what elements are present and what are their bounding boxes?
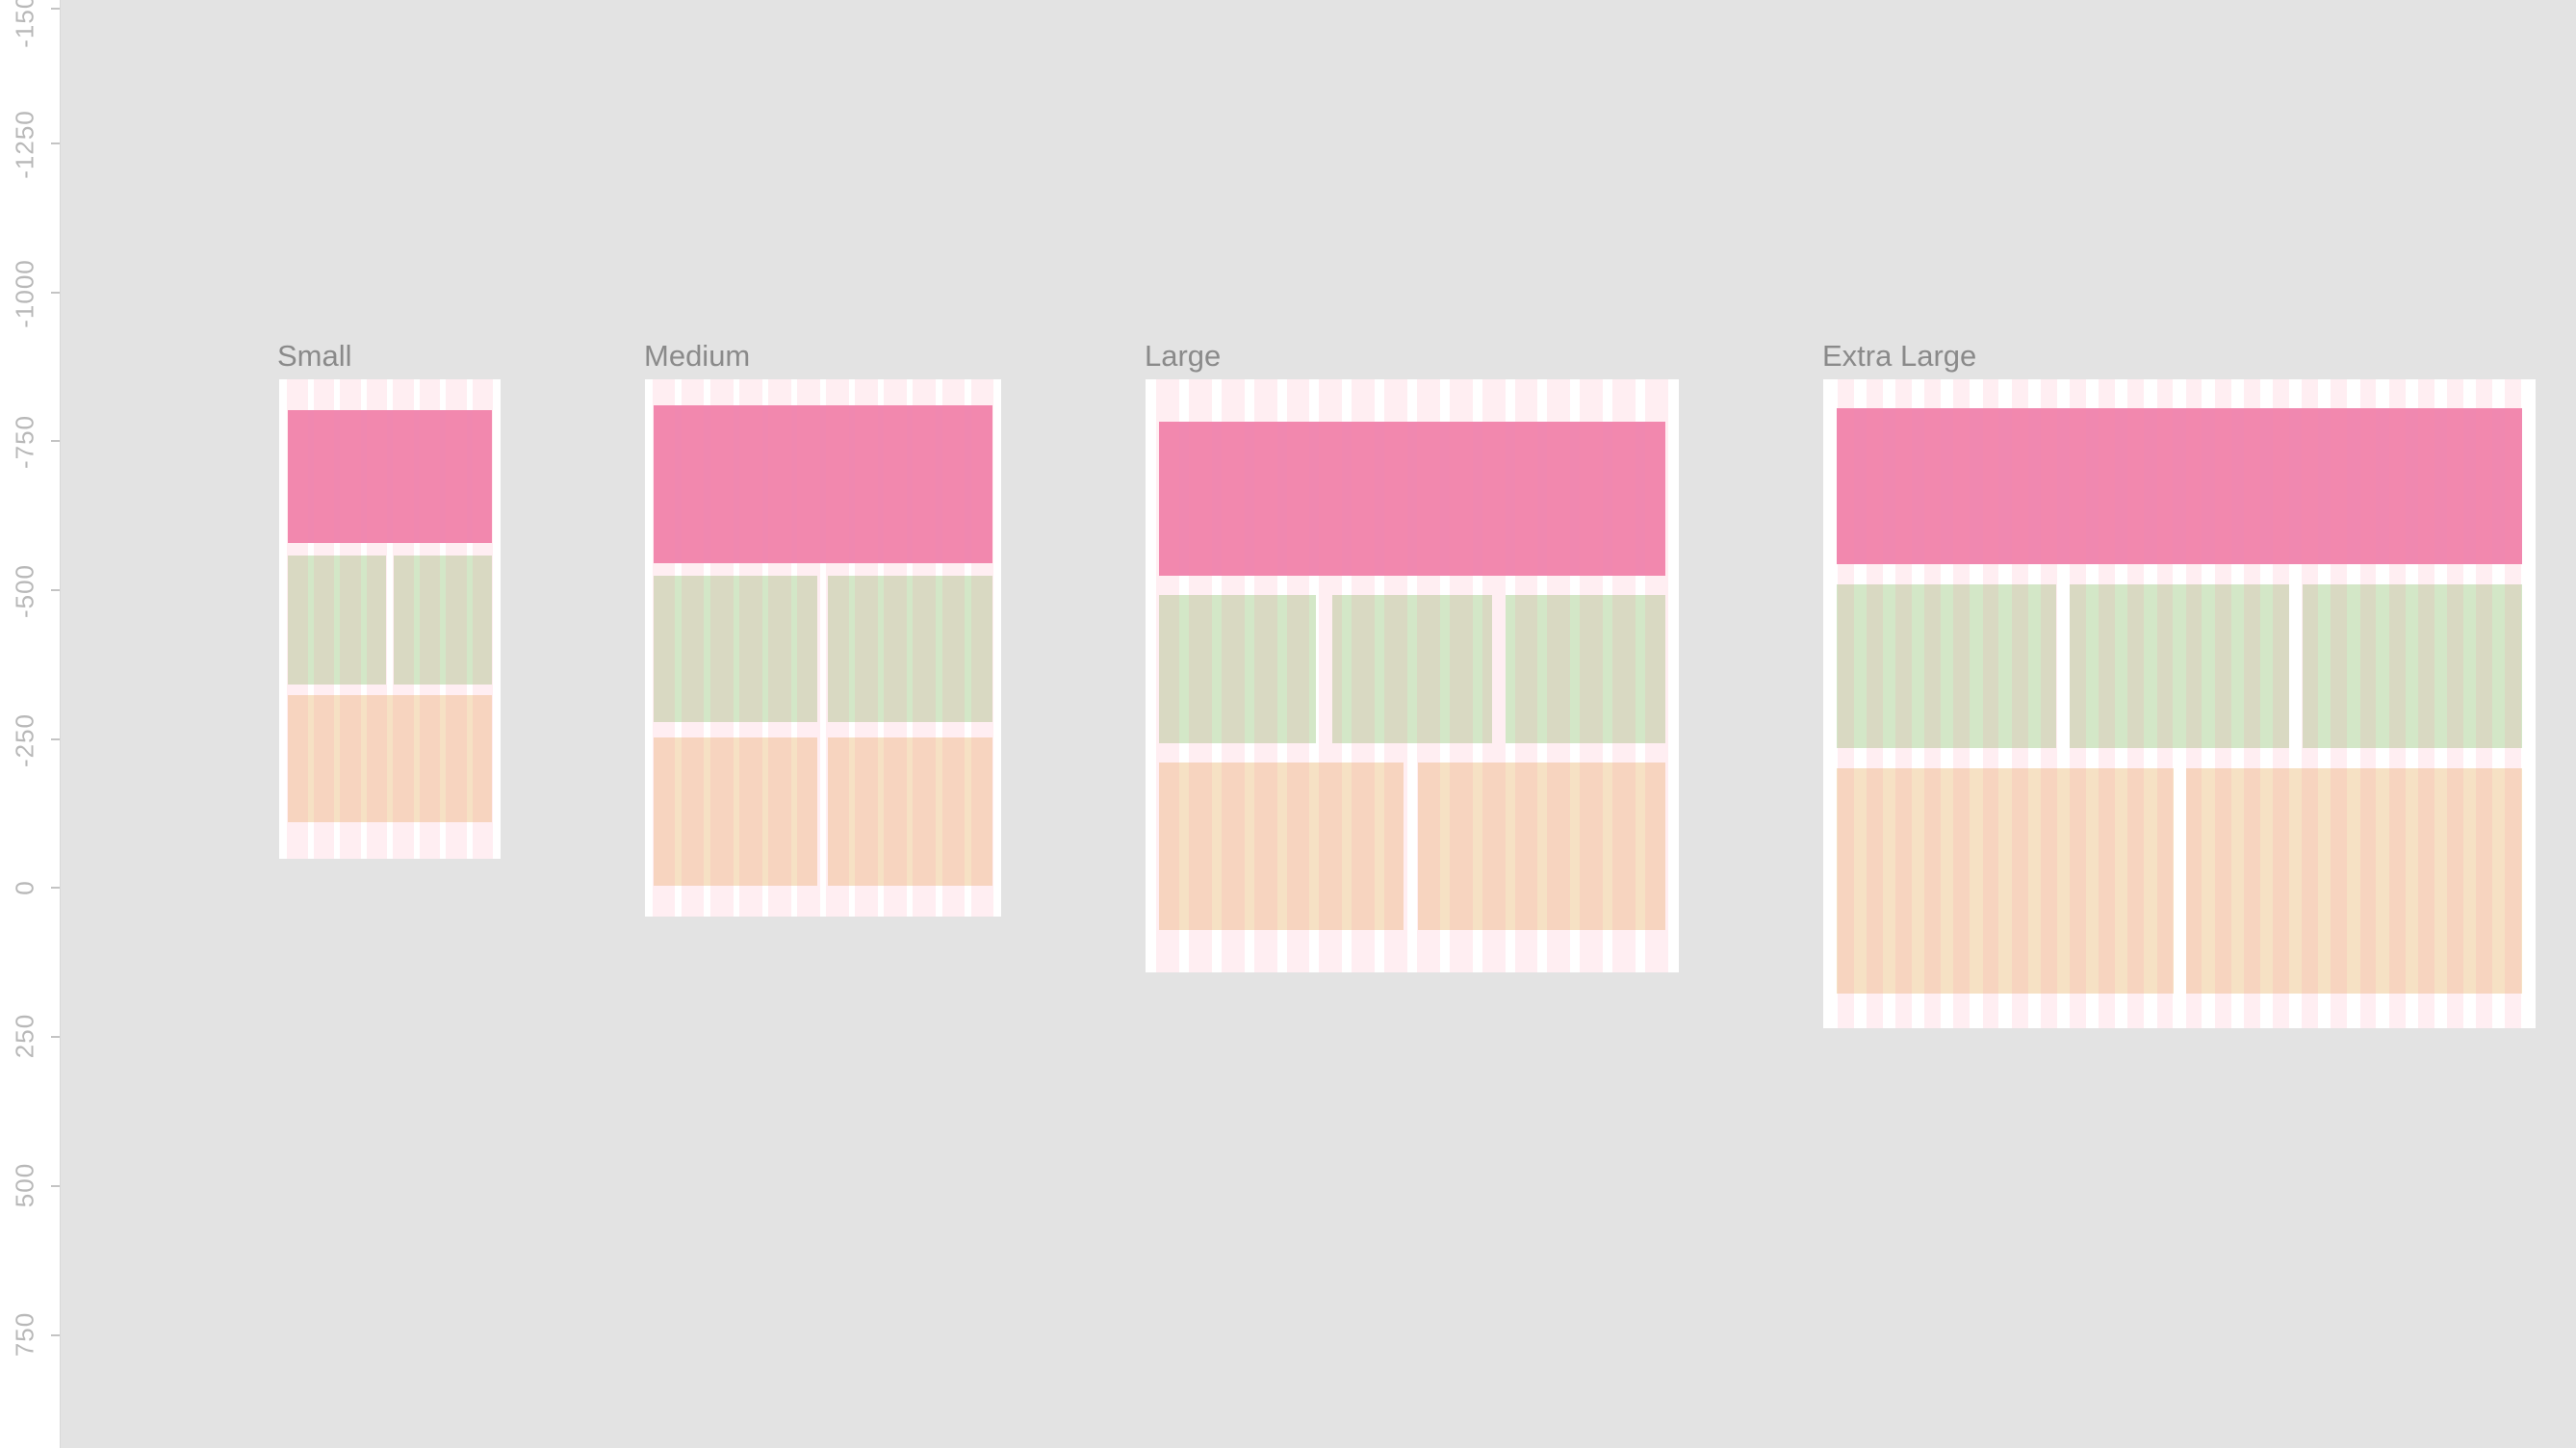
- footer-block[interactable]: [1159, 763, 1404, 930]
- ruler-tick: [51, 440, 60, 442]
- content-block[interactable]: [1506, 595, 1665, 743]
- ruler-tick: [51, 887, 60, 889]
- ruler-tick: [51, 292, 60, 294]
- footer-block[interactable]: [2186, 768, 2522, 994]
- frame-medium[interactable]: [645, 379, 1001, 917]
- ruler-tick: [51, 8, 60, 10]
- footer-block[interactable]: [1418, 763, 1665, 930]
- frame-large[interactable]: [1146, 379, 1679, 972]
- frame-title-small[interactable]: Small: [277, 339, 352, 373]
- frame-small[interactable]: [279, 379, 501, 859]
- header-block[interactable]: [1837, 408, 2522, 564]
- content-block[interactable]: [394, 556, 492, 685]
- footer-block[interactable]: [1837, 768, 2174, 994]
- content-block[interactable]: [1159, 595, 1316, 743]
- content-block[interactable]: [2070, 584, 2289, 748]
- ruler-tick: [51, 142, 60, 144]
- frame-extra-large[interactable]: [1823, 379, 2536, 1028]
- ruler-tick: [51, 1334, 60, 1336]
- footer-block[interactable]: [288, 695, 492, 822]
- ruler-tick: [51, 738, 60, 740]
- header-block[interactable]: [1159, 422, 1665, 576]
- footer-block[interactable]: [828, 737, 992, 886]
- content-block[interactable]: [2303, 584, 2522, 748]
- ruler-tick: [51, 1036, 60, 1038]
- content-block[interactable]: [654, 576, 817, 722]
- frame-title-large[interactable]: Large: [1145, 339, 1222, 373]
- footer-block[interactable]: [654, 737, 817, 886]
- vertical-ruler[interactable]: -1500 -1250 -1000 -750 -500 -250 0 250 5…: [0, 0, 61, 1448]
- content-block[interactable]: [1837, 584, 2056, 748]
- header-block[interactable]: [288, 410, 492, 543]
- content-block[interactable]: [288, 556, 386, 685]
- ruler-tick: [51, 1185, 60, 1187]
- ruler-tick: [51, 589, 60, 591]
- frame-title-extra-large[interactable]: Extra Large: [1822, 339, 1977, 373]
- content-block[interactable]: [1332, 595, 1492, 743]
- frame-title-medium[interactable]: Medium: [644, 339, 751, 373]
- content-block[interactable]: [828, 576, 992, 722]
- header-block[interactable]: [654, 405, 992, 563]
